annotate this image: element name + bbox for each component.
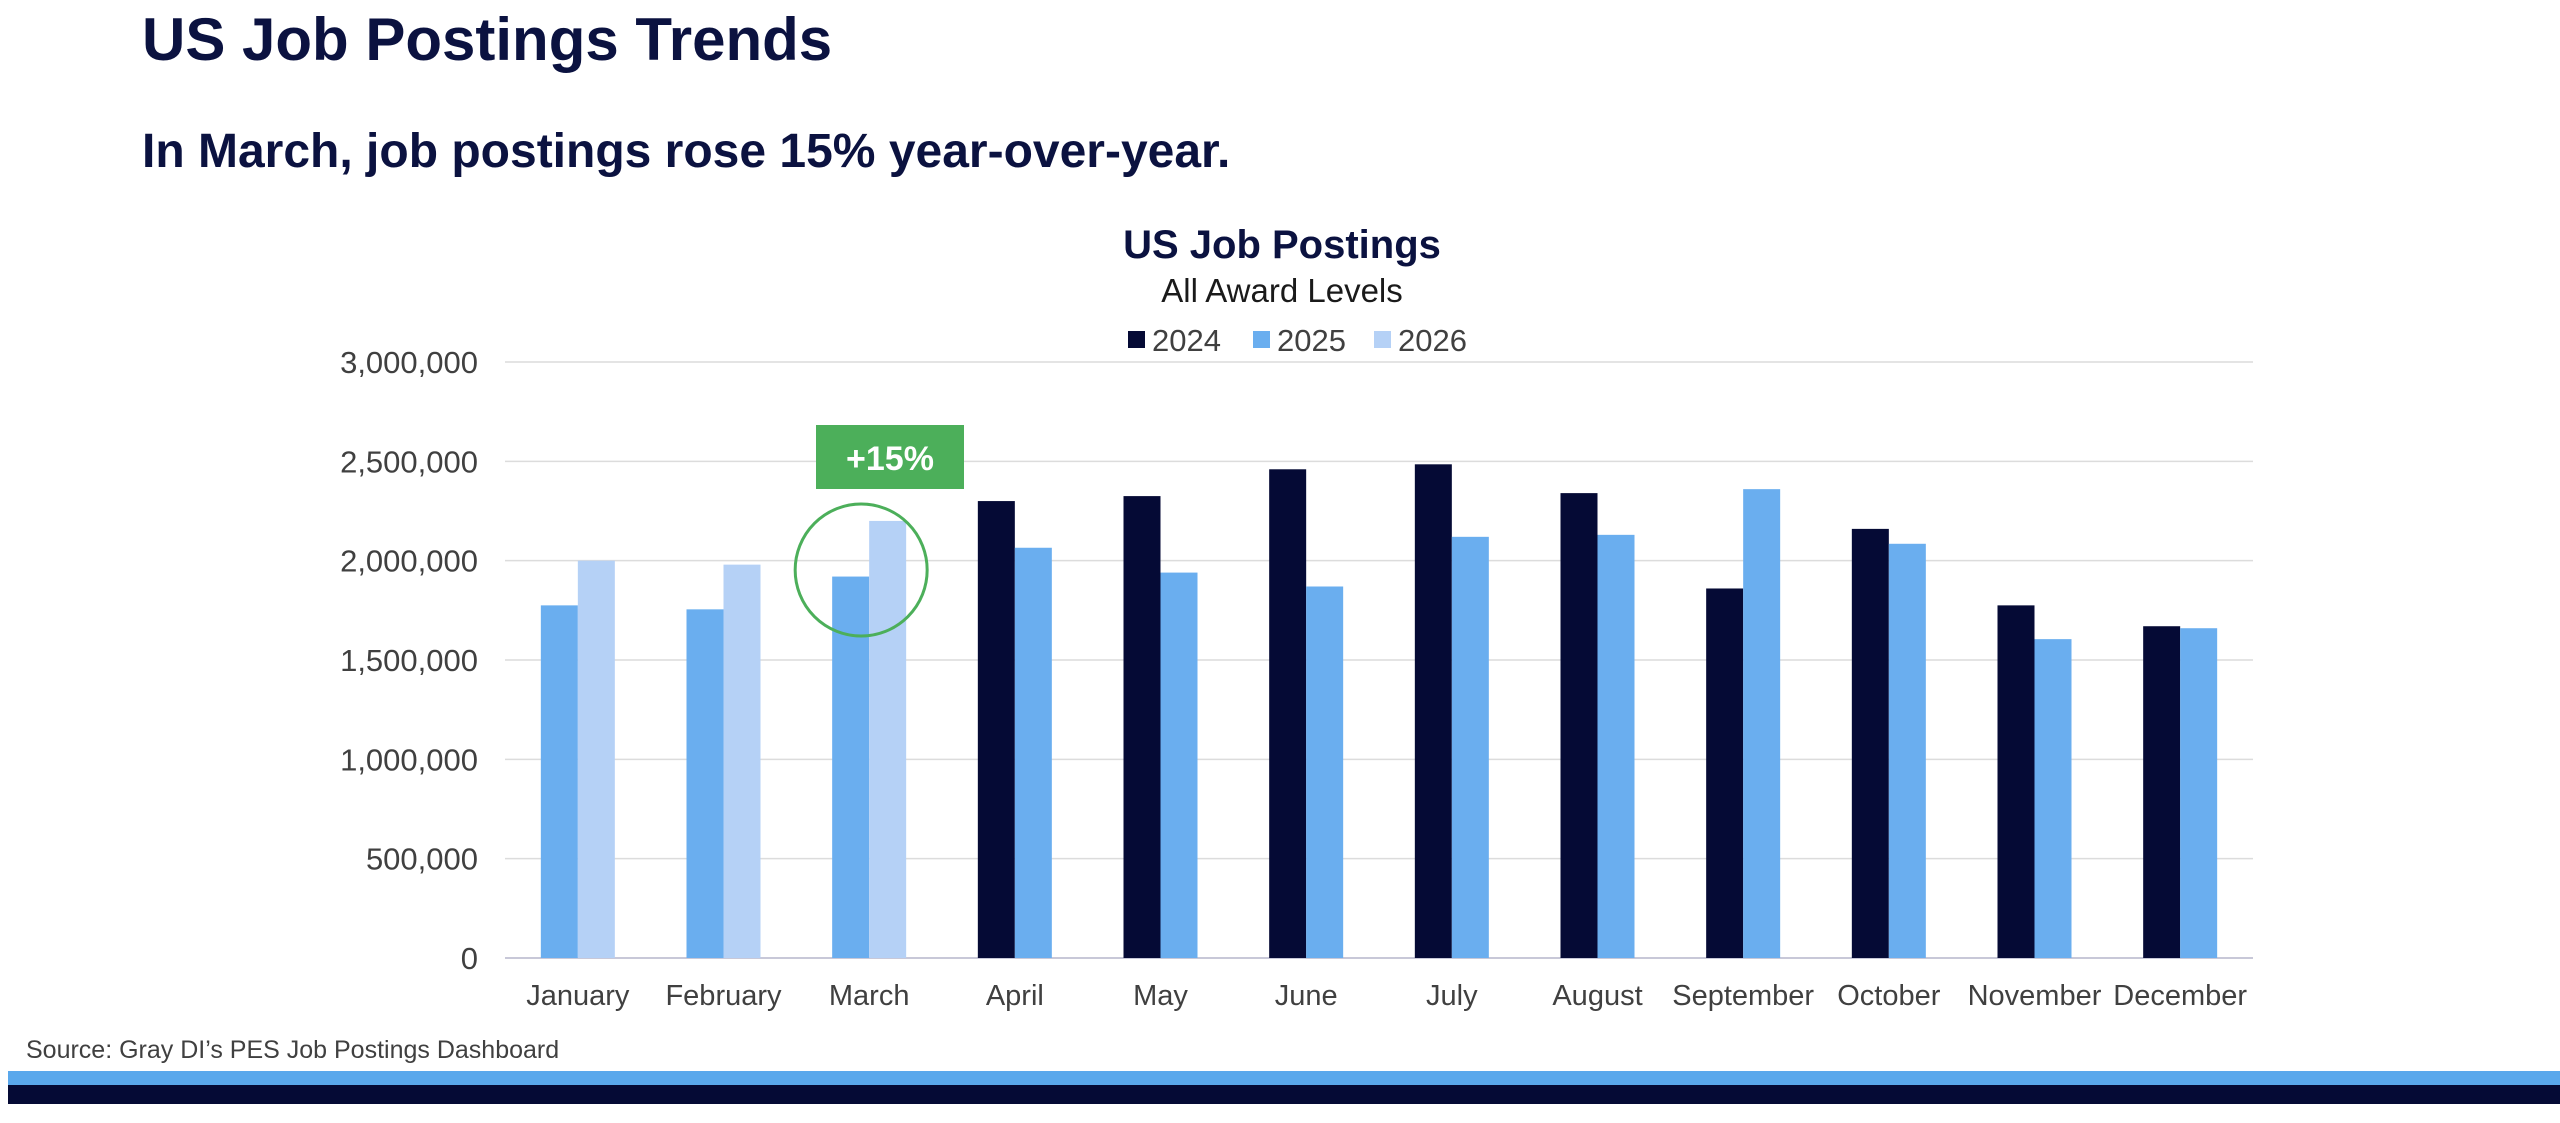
bar-2024-july <box>1414 464 1452 958</box>
bar-2024-october <box>1851 528 1889 958</box>
legend-swatch-2026 <box>1374 331 1391 348</box>
bar-2026-march <box>869 520 907 958</box>
y-tick-label: 2,000,000 <box>340 544 478 579</box>
callout-box <box>816 425 964 489</box>
y-tick-label: 2,500,000 <box>340 444 478 479</box>
bar-2025-march <box>832 576 870 958</box>
bar-2024-december <box>2143 626 2181 958</box>
bar-2026-february <box>723 564 761 958</box>
legend-label-2026: 2026 <box>1398 323 1467 358</box>
legend-swatch-2024 <box>1128 331 1145 348</box>
job-postings-bar-chart: US Job Postings All Award Levels 2024 202… <box>340 223 2253 1012</box>
x-axis: January February March April May June July Augu… <box>526 980 2247 1012</box>
legend-label-2025: 2025 <box>1277 323 1346 358</box>
chart-grid <box>505 361 2253 959</box>
chart-title: US Job Postings <box>1123 223 1441 267</box>
chart-legend: 2024 2025 2026 <box>1128 323 1467 358</box>
bar-2024-august <box>1560 493 1598 958</box>
y-tick-label: 0 <box>461 941 478 976</box>
x-tick-label: December <box>2113 980 2247 1012</box>
bar-2025-november <box>2034 639 2072 958</box>
x-tick-label: May <box>1133 980 1188 1012</box>
bar-2025-may <box>1160 572 1198 958</box>
x-tick-label: March <box>829 980 910 1012</box>
page-subtitle: In March, job postings rose 15% year-ove… <box>142 125 1231 178</box>
footer-bar-dark <box>8 1085 2560 1104</box>
callout-text: +15% <box>846 440 934 478</box>
bar-2024-november <box>1997 605 2035 958</box>
chart-subtitle: All Award Levels <box>1161 272 1403 309</box>
y-tick-label: 3,000,000 <box>340 345 478 380</box>
callout-circle <box>793 502 929 638</box>
x-tick-label: June <box>1275 980 1338 1012</box>
x-tick-label: February <box>665 980 782 1012</box>
x-tick-label: July <box>1426 980 1478 1012</box>
bar-2025-april <box>1014 547 1052 958</box>
source-note: Source: Gray DI’s PES Job Postings Dashb… <box>26 1036 560 1064</box>
y-axis: 0 500,000 1,000,000 1,500,000 2,000,000 2,500… <box>340 345 478 976</box>
bar-2024-june <box>1269 469 1307 958</box>
x-tick-label: October <box>1837 980 1940 1012</box>
page-title: US Job Postings Trends <box>142 6 833 73</box>
bar-2025-january <box>540 605 578 958</box>
x-tick-label: April <box>986 980 1044 1012</box>
bar-2025-august <box>1597 534 1635 958</box>
y-tick-label: 500,000 <box>366 842 478 877</box>
bar-2025-september <box>1743 489 1781 958</box>
footer-bar-light <box>8 1071 2560 1085</box>
y-tick-label: 1,500,000 <box>340 643 478 678</box>
bars <box>540 464 2218 958</box>
x-tick-label: August <box>1552 980 1642 1012</box>
callout: +15% <box>793 425 964 638</box>
bar-2025-july <box>1451 536 1489 958</box>
legend-swatch-2025 <box>1253 331 1270 348</box>
x-tick-label: January <box>526 980 630 1012</box>
bar-2024-may <box>1123 496 1161 958</box>
x-tick-label: November <box>1968 980 2102 1012</box>
y-tick-label: 1,000,000 <box>340 742 478 777</box>
bar-2025-february <box>686 609 724 958</box>
bar-2025-december <box>2180 628 2218 958</box>
bar-2024-september <box>1706 588 1744 958</box>
bar-2025-october <box>1888 543 1926 958</box>
bar-2024-april <box>977 501 1015 958</box>
legend-label-2024: 2024 <box>1152 323 1221 358</box>
bar-2025-june <box>1306 586 1344 958</box>
bar-2026-january <box>577 560 615 958</box>
x-tick-label: September <box>1672 980 1814 1012</box>
